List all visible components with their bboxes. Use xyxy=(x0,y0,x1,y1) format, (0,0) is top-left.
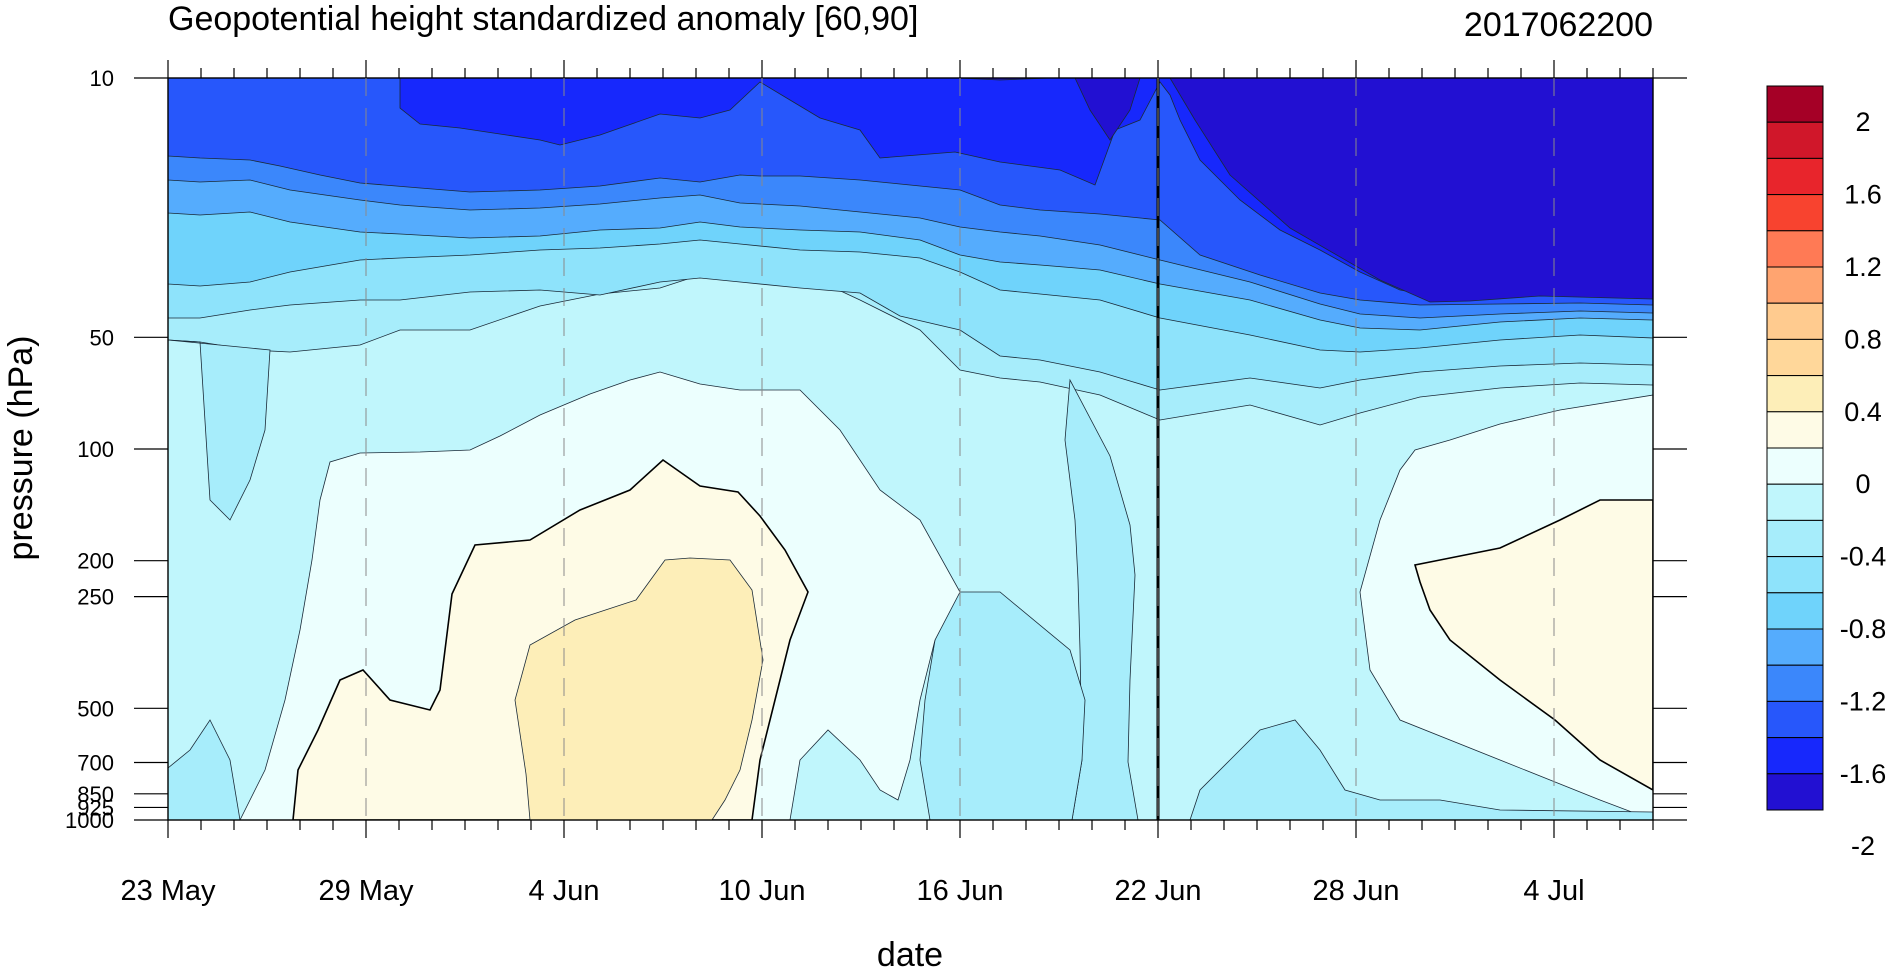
colorbar-swatch xyxy=(1766,411,1824,449)
colorbar-label: -0.4 xyxy=(1840,542,1887,572)
plot-area: 23 May 29 May 4 Jun 10 Jun 16 Jun 22 Jun 28 Ju… xyxy=(65,60,1687,907)
x-tick-label: 23 May xyxy=(120,875,216,907)
fill-bottom-band-mid xyxy=(919,591,1086,820)
x-tick-label: 4 Jun xyxy=(529,875,600,907)
date-gridlines xyxy=(365,78,1555,820)
y-tick-label: 100 xyxy=(77,437,114,462)
colorbar-label: 1.6 xyxy=(1844,180,1882,210)
y-tick-label: 10 xyxy=(90,66,114,91)
x-tick-label: 10 Jun xyxy=(718,875,805,907)
colorbar-swatch xyxy=(1766,483,1824,521)
colorbar-swatch xyxy=(1766,773,1824,811)
colorbar-swatch xyxy=(1766,592,1824,630)
colorbar-swatch xyxy=(1766,157,1824,196)
colorbar-label: 0.8 xyxy=(1844,324,1882,354)
colorbar-swatch xyxy=(1766,121,1824,159)
colorbar-label: -0.8 xyxy=(1840,614,1887,644)
colorbar-label: 0.4 xyxy=(1844,397,1882,427)
y-tick-label: 925 xyxy=(77,795,114,820)
colorbar-label: -1.2 xyxy=(1840,686,1887,716)
colorbar-swatch xyxy=(1766,302,1824,340)
colorbar-swatch xyxy=(1766,338,1824,377)
y-axis-label: pressure (hPa) xyxy=(2,336,40,561)
x-tick-label: 16 Jun xyxy=(916,875,1003,907)
fill-bottom-left-blue xyxy=(168,719,241,820)
colorbar-swatch xyxy=(1766,266,1824,304)
colorbar-label: 0 xyxy=(1855,469,1870,499)
colorbar: 2 1.6 1.2 0.8 0.4 0 -0.4 -0.8 -1.2 -1.6 -2 xyxy=(1766,85,1887,861)
y-tick-label: 700 xyxy=(77,751,114,776)
colorbar-swatch xyxy=(1766,628,1824,666)
chart-title: Geopotential height standardized anomaly… xyxy=(168,0,918,38)
colorbar-swatch xyxy=(1766,519,1824,558)
y-tick-label: 850 xyxy=(77,782,114,807)
colorbar-swatch xyxy=(1766,737,1824,775)
colorbar-label: -2 xyxy=(1851,831,1875,861)
axes: 23 May 29 May 4 Jun 10 Jun 16 Jun 22 Jun 28 Ju… xyxy=(65,60,1687,907)
fill-pos04 xyxy=(514,557,764,820)
colorbar-swatch xyxy=(1766,447,1824,485)
x-tick-label: 4 Jul xyxy=(1523,875,1584,907)
colorbar-swatch xyxy=(1766,700,1824,739)
fill-pos0-right-inner xyxy=(1413,499,1653,791)
x-tick-label: 22 Jun xyxy=(1114,875,1201,907)
colorbar-swatch xyxy=(1766,375,1824,413)
colorbar-label: 2 xyxy=(1855,107,1870,137)
y-tick-label: 500 xyxy=(77,696,114,721)
colorbar-label: 1.2 xyxy=(1844,252,1882,282)
fill-below-neg2 xyxy=(957,78,1653,303)
x-tick-label: 28 Jun xyxy=(1312,875,1399,907)
colorbar-label: -1.6 xyxy=(1840,759,1887,789)
y-tick-label: 250 xyxy=(77,585,114,610)
colorbar-swatch xyxy=(1766,230,1824,268)
x-tick-label: 29 May xyxy=(318,875,414,907)
fill-neg04-left-bottom xyxy=(168,339,271,521)
y-tick-label: 200 xyxy=(77,549,114,574)
date-stamp: 2017062200 xyxy=(1464,6,1653,44)
fill-bottom-right xyxy=(1189,719,1653,820)
colorbar-swatch xyxy=(1766,556,1824,594)
colorbar-swatch xyxy=(1766,194,1824,232)
y-tick-label: 1000 xyxy=(65,808,114,833)
x-axis-label: date xyxy=(877,936,943,969)
colorbar-swatch xyxy=(1766,664,1824,702)
colorbar-swatch xyxy=(1766,85,1824,123)
y-tick-label: 50 xyxy=(90,325,114,350)
contour-fills xyxy=(168,78,1653,820)
